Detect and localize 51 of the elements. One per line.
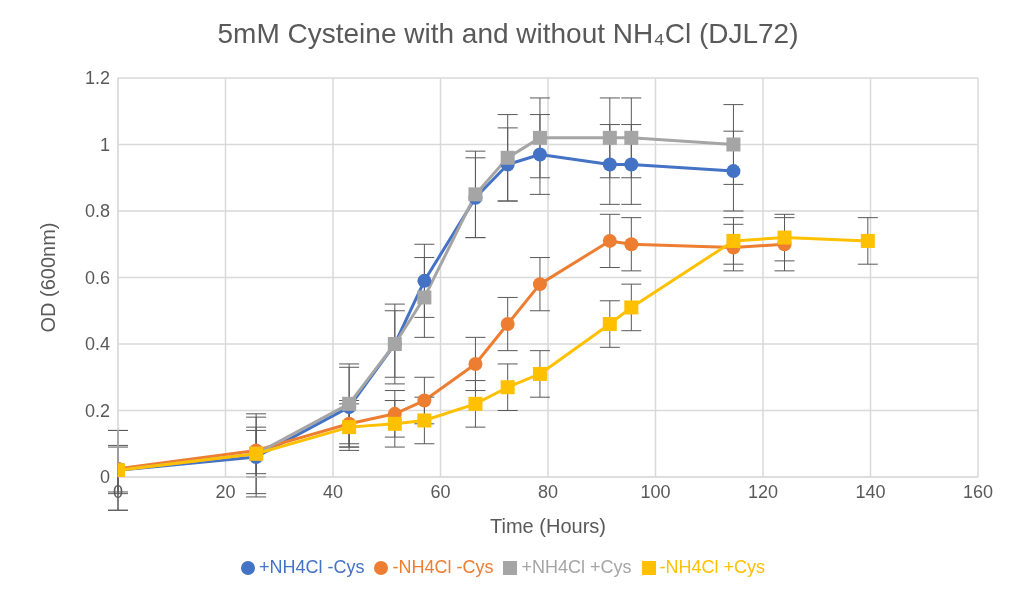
y-tick-label: 1.2 <box>84 68 110 89</box>
legend-label: +NH4Cl -Cys <box>258 557 365 577</box>
point <box>417 290 432 305</box>
y-axis-title: OD (600nm) <box>37 222 60 333</box>
point <box>602 317 617 332</box>
x-tick-label: 20 <box>215 481 236 502</box>
x-tick-label: 80 <box>537 481 559 502</box>
point <box>468 396 483 411</box>
point <box>342 396 357 411</box>
point <box>624 130 639 145</box>
point <box>726 164 741 179</box>
point <box>602 233 617 248</box>
point <box>602 157 617 172</box>
point <box>417 273 432 288</box>
point <box>624 157 639 172</box>
point <box>532 366 547 381</box>
point <box>532 277 547 292</box>
x-tick-label: 100 <box>640 481 671 502</box>
point <box>417 393 432 408</box>
point <box>726 233 741 248</box>
point <box>624 300 639 315</box>
point <box>532 147 547 162</box>
point <box>387 416 402 431</box>
point <box>860 233 875 248</box>
y-tick-label: 0 <box>99 467 110 488</box>
y-tick-label: 1 <box>99 134 110 155</box>
legend-label: -NH4Cl +Cys <box>659 557 766 577</box>
legend-label: +NH4Cl +Cys <box>521 557 632 577</box>
x-axis-title: Time (Hours) <box>490 515 606 537</box>
y-tick-label: 0.6 <box>84 267 110 288</box>
x-tick-label: 40 <box>322 481 344 502</box>
legend-label: -NH4Cl -Cys <box>392 557 494 577</box>
x-tick-label: 140 <box>855 481 886 502</box>
y-tick-label: 0.8 <box>84 201 110 222</box>
y-tick-label: 0.2 <box>84 400 110 421</box>
point <box>777 230 792 245</box>
point <box>417 413 432 428</box>
y-tick-label: 0.4 <box>84 334 110 355</box>
point <box>532 130 547 145</box>
point <box>342 420 357 435</box>
point <box>500 150 515 165</box>
point <box>500 380 515 395</box>
point <box>468 356 483 371</box>
point <box>602 130 617 145</box>
point <box>500 317 515 332</box>
point <box>726 137 741 152</box>
chart-title: 5mM Cysteine with and without NH₄Cl (DJL72) <box>216 17 800 51</box>
x-tick-label: 120 <box>747 481 779 502</box>
x-tick-label: 60 <box>430 481 451 502</box>
x-tick-label: 160 <box>962 481 994 502</box>
point <box>624 237 639 252</box>
